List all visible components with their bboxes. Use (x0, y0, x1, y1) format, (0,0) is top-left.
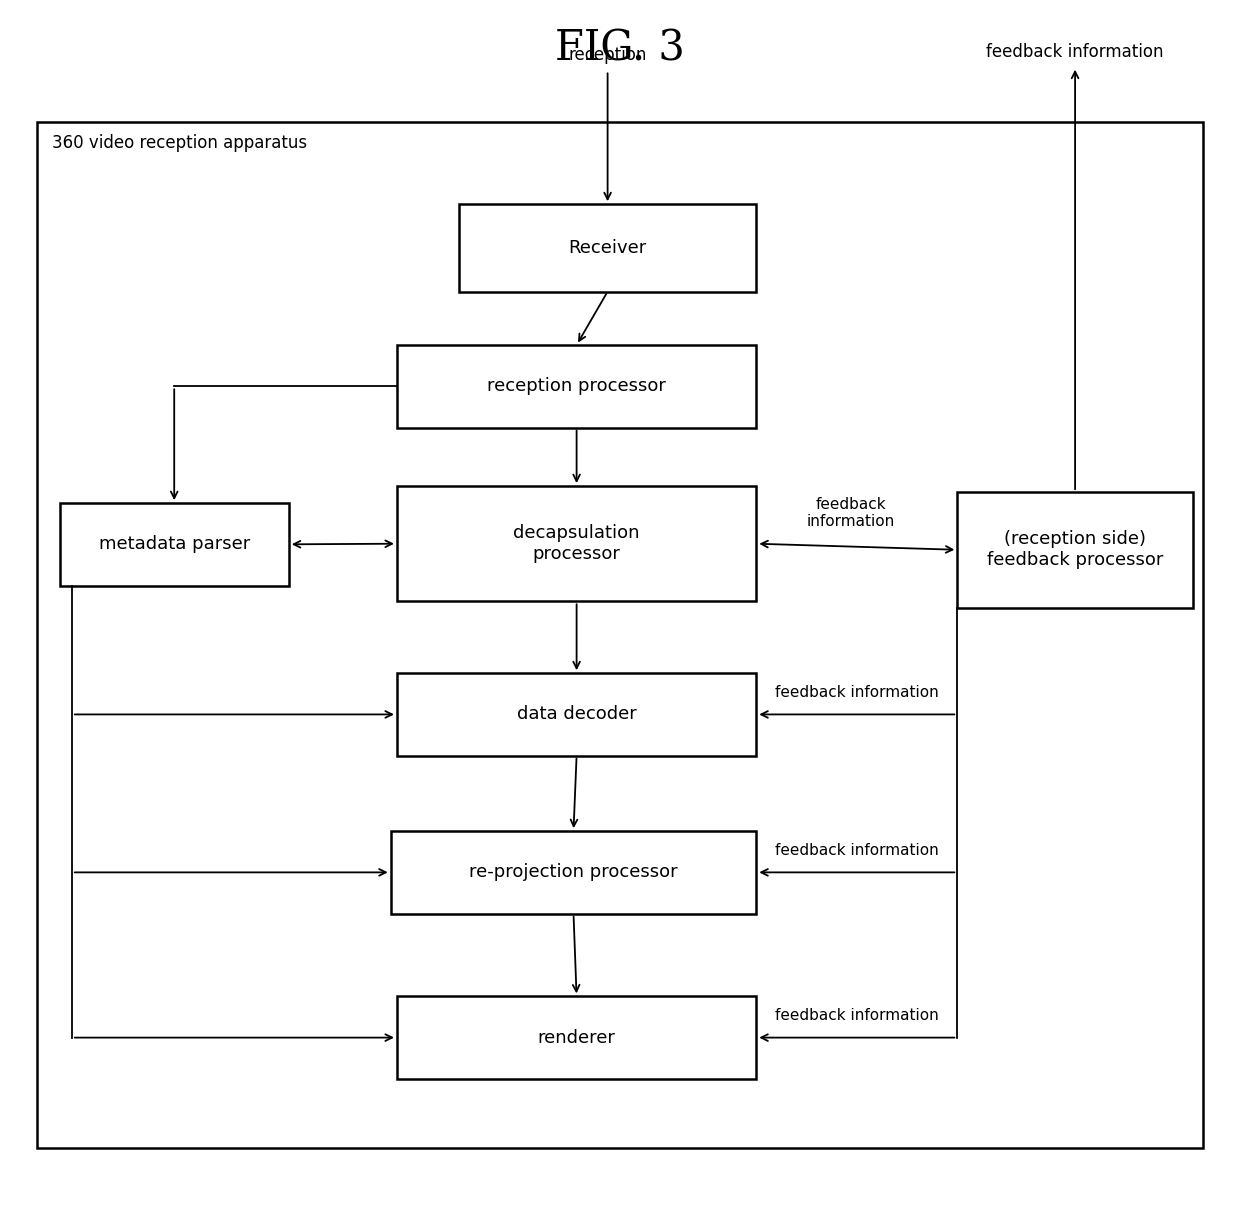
Bar (397, 486, 756, 601)
Text: FIG. 3: FIG. 3 (556, 28, 684, 69)
Text: (reception side)
feedback processor: (reception side) feedback processor (987, 531, 1163, 569)
Text: feedback information: feedback information (775, 685, 939, 700)
Text: metadata parser: metadata parser (99, 536, 249, 553)
Bar (37, 122, 1203, 1148)
Bar (397, 673, 756, 756)
Text: Receiver: Receiver (568, 239, 647, 256)
Text: feedback information: feedback information (986, 43, 1164, 61)
Text: reception: reception (568, 46, 647, 64)
Bar (397, 996, 756, 1079)
Text: feedback
information: feedback information (806, 497, 895, 530)
Text: reception processor: reception processor (487, 378, 666, 395)
Text: 360 video reception apparatus: 360 video reception apparatus (52, 134, 308, 152)
Bar (957, 492, 1193, 608)
Text: re-projection processor: re-projection processor (469, 864, 678, 881)
Bar (391, 831, 756, 914)
Text: data decoder: data decoder (517, 706, 636, 723)
Bar (459, 204, 756, 292)
Text: decapsulation
processor: decapsulation processor (513, 525, 640, 563)
Text: feedback information: feedback information (775, 843, 939, 858)
Bar (60, 503, 289, 586)
Text: feedback information: feedback information (775, 1008, 939, 1023)
Bar (397, 345, 756, 428)
Text: renderer: renderer (538, 1029, 615, 1046)
